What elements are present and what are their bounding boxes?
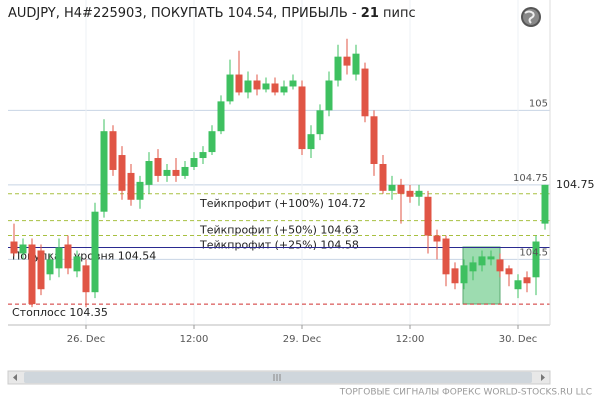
x-tick-label: 12:00 xyxy=(180,334,209,345)
scrollbar[interactable] xyxy=(7,370,551,385)
chart-title: AUDJPY, H4#225903, ПОКУПАТЬ 104.54, ПРИБ… xyxy=(8,6,416,21)
candle-body xyxy=(388,184,396,191)
candle-body xyxy=(262,83,270,90)
candle-body xyxy=(73,256,81,272)
candle-body xyxy=(10,241,18,254)
y-tick-label: 104.5 xyxy=(519,247,548,258)
candle-body xyxy=(478,256,486,266)
candle-body xyxy=(226,74,234,102)
candle-body xyxy=(181,166,189,176)
candle-body xyxy=(118,155,126,191)
candle-body xyxy=(100,131,108,212)
candle-body xyxy=(406,190,414,197)
candle-body xyxy=(82,265,90,293)
x-tick-label: 12:00 xyxy=(396,334,425,345)
candle-body xyxy=(208,131,216,153)
candle-body xyxy=(235,74,243,93)
candle-body xyxy=(442,238,450,275)
candle-body xyxy=(361,68,369,117)
candle-body xyxy=(172,169,180,176)
candle-body xyxy=(433,235,441,242)
candle-body xyxy=(145,161,153,185)
level-label: Стоплосс 104.35 xyxy=(12,306,108,319)
candle-body xyxy=(91,211,99,293)
candle-body xyxy=(487,256,495,260)
candle-body xyxy=(523,277,531,284)
current-price: 104.75 xyxy=(556,178,595,191)
candle-body xyxy=(289,80,297,87)
candle-body xyxy=(496,259,504,272)
candle-body xyxy=(379,163,387,191)
levels: Тейкпрофит (+100%) 104.72 Тейкпрофит (+50… xyxy=(8,193,550,319)
candle-body xyxy=(316,110,324,135)
candle-body xyxy=(370,116,378,164)
candle-body xyxy=(64,244,72,269)
candle-body xyxy=(415,190,423,197)
candle-body xyxy=(19,244,27,254)
candle-body xyxy=(505,268,513,275)
candle-body xyxy=(271,83,279,93)
candle-body xyxy=(460,265,468,284)
candle-body xyxy=(451,268,459,284)
globe-icon[interactable] xyxy=(521,7,541,27)
candle-body xyxy=(244,80,252,93)
candle-body xyxy=(154,158,162,176)
level-label: Покупка с уровня 104.54 xyxy=(12,249,156,262)
candle-body xyxy=(28,244,36,305)
candle-body xyxy=(190,158,198,167)
candle-body xyxy=(127,172,135,200)
candle-body xyxy=(163,169,171,176)
footer: ТОРГОВЫЕ СИГНАЛЫ ФОРЕКС WORLD-STOCKS.RU … xyxy=(339,388,592,398)
candle-body xyxy=(469,262,477,272)
x-tick-label: 30. Dec xyxy=(499,334,537,345)
y-tick-label: 104.75 xyxy=(513,173,548,184)
title-part: 21 xyxy=(361,6,379,21)
candle-body xyxy=(136,181,144,200)
candles xyxy=(10,38,549,308)
candle-body xyxy=(343,56,351,66)
title-part: пипс xyxy=(379,6,416,21)
candle-body xyxy=(424,196,432,236)
candle-body xyxy=(46,259,54,275)
candle-body xyxy=(37,250,45,290)
candle-body xyxy=(298,86,306,150)
level-label: Тейкпрофит (+50%) 104.63 xyxy=(199,224,359,237)
candle-body xyxy=(352,53,360,75)
candle-body xyxy=(397,184,405,194)
candle-body xyxy=(325,80,333,111)
candle-body xyxy=(334,56,342,81)
candle-body xyxy=(55,247,63,269)
level-label: Тейкпрофит (+100%) 104.72 xyxy=(199,197,366,210)
candle-body xyxy=(217,101,225,132)
candle-body xyxy=(514,280,522,290)
candle-body xyxy=(199,152,207,159)
candle-body xyxy=(253,80,261,90)
y-tick-label: 105 xyxy=(529,98,548,109)
level-label: Тейкпрофит (+25%) 104.58 xyxy=(199,239,359,252)
candle-body xyxy=(280,86,288,93)
candle-body xyxy=(541,184,549,224)
candle-body xyxy=(109,131,117,170)
x-tick-label: 26. Dec xyxy=(67,334,105,345)
candle-body xyxy=(532,241,540,278)
candle-body xyxy=(307,134,315,150)
title-part: AUDJPY, H4#225903, ПОКУПАТЬ 104.54, ПРИБ… xyxy=(8,6,361,21)
x-tick-label: 29. Dec xyxy=(283,334,321,345)
